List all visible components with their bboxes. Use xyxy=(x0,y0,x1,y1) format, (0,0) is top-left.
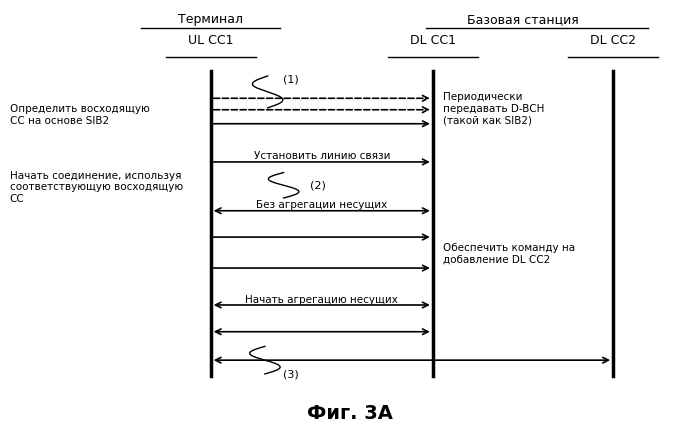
Text: DL CC1: DL CC1 xyxy=(410,34,456,47)
Text: Фиг. 3А: Фиг. 3А xyxy=(307,404,392,423)
Text: Терминал: Терминал xyxy=(178,13,243,26)
Text: Без агрегации несущих: Без агрегации несущих xyxy=(256,200,387,210)
Text: Базовая станция: Базовая станция xyxy=(467,13,579,26)
Text: (2): (2) xyxy=(310,180,326,190)
Text: (3): (3) xyxy=(282,369,298,379)
Text: UL CC1: UL CC1 xyxy=(188,34,233,47)
Text: Начать агрегацию несущих: Начать агрегацию несущих xyxy=(245,295,398,305)
Text: Обеспечить команду на
добавление DL CC2: Обеспечить команду на добавление DL CC2 xyxy=(443,243,575,265)
Text: Периодически
передавать D-BCH
(такой как SIB2): Периодически передавать D-BCH (такой как… xyxy=(443,92,545,126)
Text: Установить линию связи: Установить линию связи xyxy=(254,151,390,161)
Text: Начать соединение, используя
соответствующую восходящую
СС: Начать соединение, используя соответству… xyxy=(10,171,183,204)
Text: Определить восходящую
СС на основе SIB2: Определить восходящую СС на основе SIB2 xyxy=(10,104,150,126)
Text: (1): (1) xyxy=(282,74,298,84)
Text: DL CC2: DL CC2 xyxy=(590,34,636,47)
